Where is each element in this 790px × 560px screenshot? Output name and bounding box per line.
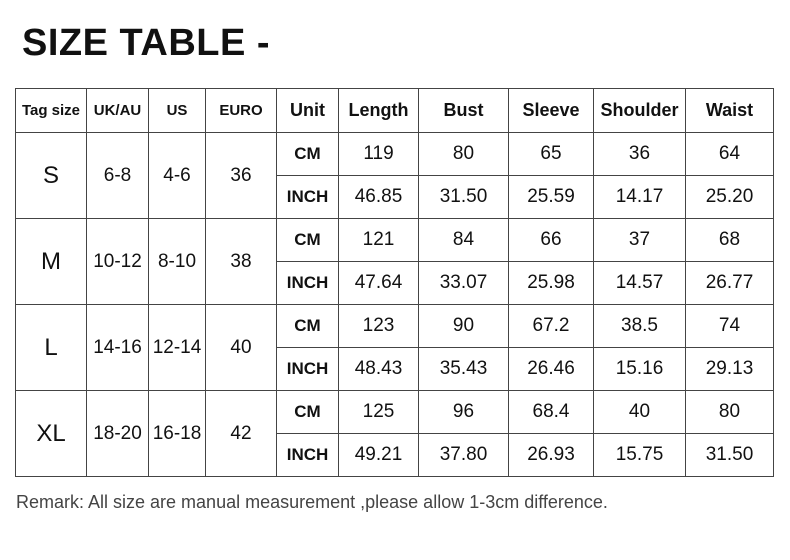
measurement-cell: 35.43	[418, 347, 509, 391]
unit-cell: INCH	[276, 175, 339, 219]
measurement-cell: 25.20	[685, 175, 774, 219]
measurement-cell: 121	[338, 218, 419, 262]
measurement-cell: 84	[418, 218, 509, 262]
page-title: SIZE TABLE -	[22, 22, 271, 64]
measurement-cell: 26.77	[685, 261, 774, 305]
unit-cell: CM	[276, 218, 339, 262]
size-table: Tag size UK/AU US EURO Unit Length Bust Sleeve S…	[15, 88, 774, 477]
column-header: Length	[338, 88, 419, 133]
measurement-cell: 46.85	[338, 175, 419, 219]
uk-au-cell: 10-12	[86, 218, 149, 305]
tag-size-cell: S	[15, 132, 87, 219]
column-header: Sleeve	[508, 88, 594, 133]
column-header: Waist	[685, 88, 774, 133]
measurement-cell: 80	[418, 132, 509, 176]
us-cell: 12-14	[148, 304, 206, 391]
header-row: Tag size UK/AU US EURO Unit Length Bust Sleeve S…	[15, 88, 774, 133]
measurement-cell: 29.13	[685, 347, 774, 391]
us-cell: 16-18	[148, 390, 206, 477]
table-row: L 14-16 12-14 40 CM 123 90 67.2 38.5 74	[15, 304, 774, 391]
measurement-cell: 49.21	[338, 433, 419, 477]
column-header: Shoulder	[593, 88, 686, 133]
euro-cell: 36	[205, 132, 277, 219]
unit-cell: CM	[276, 132, 339, 176]
measurement-cell: 74	[685, 304, 774, 348]
us-cell: 4-6	[148, 132, 206, 219]
measurement-cell: 26.93	[508, 433, 594, 477]
measurement-cell: 37.80	[418, 433, 509, 477]
unit-cell: INCH	[276, 433, 339, 477]
tag-size-cell: L	[15, 304, 87, 391]
measurement-cell: 66	[508, 218, 594, 262]
measurement-cell: 26.46	[508, 347, 594, 391]
table-row: S 6-8 4-6 36 CM 119 80 65 36 64	[15, 132, 774, 219]
measurement-cell: 64	[685, 132, 774, 176]
measurement-cell: 125	[338, 390, 419, 434]
column-header: Tag size	[15, 88, 87, 133]
column-header: UK/AU	[86, 88, 149, 133]
measurement-cell: 40	[593, 390, 686, 434]
column-header: US	[148, 88, 206, 133]
measurement-cell: 33.07	[418, 261, 509, 305]
measurement-cell: 123	[338, 304, 419, 348]
measurement-cell: 80	[685, 390, 774, 434]
measurement-cell: 67.2	[508, 304, 594, 348]
table-row: XL 18-20 16-18 42 CM 125 96 68.4 40 80	[15, 390, 774, 477]
measurement-cell: 14.57	[593, 261, 686, 305]
euro-cell: 40	[205, 304, 277, 391]
measurement-cell: 48.43	[338, 347, 419, 391]
euro-cell: 38	[205, 218, 277, 305]
column-header: Bust	[418, 88, 509, 133]
table-row: INCH 47.64 33.07 25.98 14.57 26.77	[16, 261, 774, 305]
measurement-cell: 15.75	[593, 433, 686, 477]
measurement-cell: 31.50	[685, 433, 774, 477]
unit-cell: CM	[276, 390, 339, 434]
measurement-cell: 119	[338, 132, 419, 176]
unit-cell: INCH	[276, 347, 339, 391]
measurement-cell: 65	[508, 132, 594, 176]
unit-cell: CM	[276, 304, 339, 348]
uk-au-cell: 14-16	[86, 304, 149, 391]
measurement-cell: 36	[593, 132, 686, 176]
measurement-cell: 37	[593, 218, 686, 262]
measurement-cell: 25.59	[508, 175, 594, 219]
measurement-cell: 31.50	[418, 175, 509, 219]
remark-text: Remark: All size are manual measurement …	[16, 492, 608, 512]
measurement-cell: 14.17	[593, 175, 686, 219]
tag-size-cell: M	[15, 218, 87, 305]
table-row: INCH 46.85 31.50 25.59 14.17 25.20	[16, 175, 774, 219]
column-header: Unit	[276, 88, 339, 133]
us-cell: 8-10	[148, 218, 206, 305]
table-row: INCH 49.21 37.80 26.93 15.75 31.50	[16, 433, 774, 477]
table-row: INCH 48.43 35.43 26.46 15.16 29.13	[16, 347, 774, 391]
table-row: M 10-12 8-10 38 CM 121 84 66 37 68	[15, 218, 774, 305]
measurement-cell: 96	[418, 390, 509, 434]
unit-cell: INCH	[276, 261, 339, 305]
measurement-cell: 15.16	[593, 347, 686, 391]
measurement-cell: 47.64	[338, 261, 419, 305]
column-header: EURO	[205, 88, 277, 133]
measurement-cell: 68	[685, 218, 774, 262]
measurement-cell: 68.4	[508, 390, 594, 434]
measurement-cell: 25.98	[508, 261, 594, 305]
measurement-cell: 90	[418, 304, 509, 348]
measurement-cell: 38.5	[593, 304, 686, 348]
uk-au-cell: 18-20	[86, 390, 149, 477]
euro-cell: 42	[205, 390, 277, 477]
tag-size-cell: XL	[15, 390, 87, 477]
uk-au-cell: 6-8	[86, 132, 149, 219]
